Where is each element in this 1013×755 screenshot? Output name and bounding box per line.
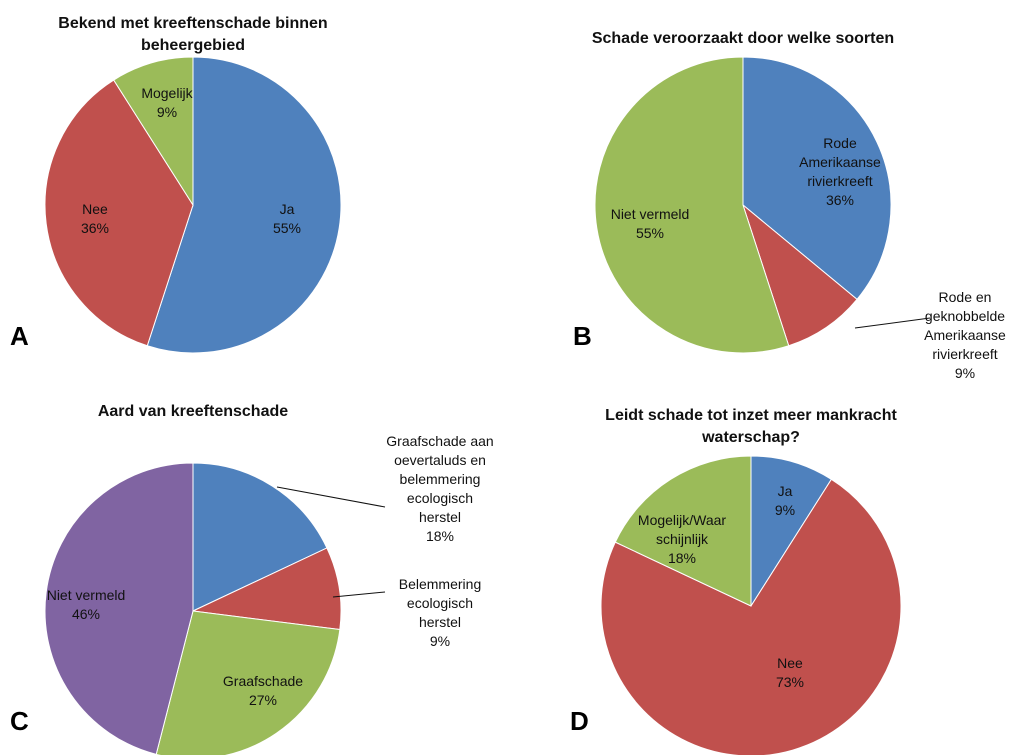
pie-slice-c-2 <box>155 610 341 755</box>
data-label-d-2: Mogelijk/Waar schijnlijk 18% <box>638 512 727 566</box>
panel-letter-c: C <box>10 706 29 736</box>
pie-slice-b-1 <box>741 203 858 347</box>
pie-slice-a-1 <box>44 79 194 347</box>
data-label-b-1: Rode en geknobbelde Amerikaanse rivierkreef… <box>924 289 1006 381</box>
data-label-a-0: Ja 55% <box>273 201 301 236</box>
leader-line-c-1 <box>332 591 386 598</box>
data-label-b-0: Rode Amerikaanse rivierkreeft 36% <box>799 135 881 208</box>
panel-letter-d: D <box>570 706 589 736</box>
pie-slice-d-2 <box>614 455 752 607</box>
data-label-b-2: Niet vermeld 55% <box>611 206 690 241</box>
pie-slice-a-0 <box>146 56 342 354</box>
data-label-c-0: Graafschade aan oevertaluds en belemmering… <box>386 433 493 544</box>
data-label-a-2: Mogelijk 9% <box>141 85 193 120</box>
pie-slice-c-0 <box>192 462 328 612</box>
pie-slice-c-3 <box>44 462 194 755</box>
leader-line-b-1 <box>854 317 931 329</box>
panel-letter-b: B <box>573 321 592 351</box>
leader-line-c-0 <box>276 486 386 508</box>
chart-title-d: Leidt schade tot inzet meer mankracht wat… <box>605 407 897 446</box>
data-label-c-1: Belemmering ecologisch herstel 9% <box>399 576 481 649</box>
pie-chart-c: Graafschade aan oevertaluds en belemmering… <box>10 403 494 755</box>
data-label-d-0: Ja 9% <box>775 483 795 518</box>
chart-title-b: Schade veroorzaakt door welke soorten <box>592 30 894 47</box>
pie-slice-a-2 <box>113 56 194 207</box>
pie-slice-c-1 <box>191 547 342 631</box>
pie-slice-b-0 <box>742 56 892 301</box>
chart-title-c: Aard van kreeftenschade <box>98 403 288 420</box>
pie-slice-d-1 <box>600 478 902 755</box>
pie-slice-d-0 <box>750 455 833 608</box>
chart-title-a: Bekend met kreeftenschade binnen beheerge… <box>58 15 327 54</box>
panel-letter-a: A <box>10 321 29 351</box>
data-label-c-2: Graafschade 27% <box>223 673 303 708</box>
pie-chart-b: Rode Amerikaanse rivierkreeft 36% Rode en gek… <box>573 30 1006 381</box>
data-label-a-1: Nee 36% <box>81 201 109 236</box>
pie-slice-b-2 <box>594 56 790 354</box>
pie-chart-a: Ja 55% Nee 36% Mogelijk 9% Bekend met kreeften… <box>10 15 342 354</box>
pie-chart-d: Ja 9% Nee 73% Mogelijk/Waar schijnlijk 18% Leid… <box>570 407 902 755</box>
data-label-c-3: Niet vermeld 46% <box>47 587 126 622</box>
data-label-d-1: Nee 73% <box>776 655 804 690</box>
